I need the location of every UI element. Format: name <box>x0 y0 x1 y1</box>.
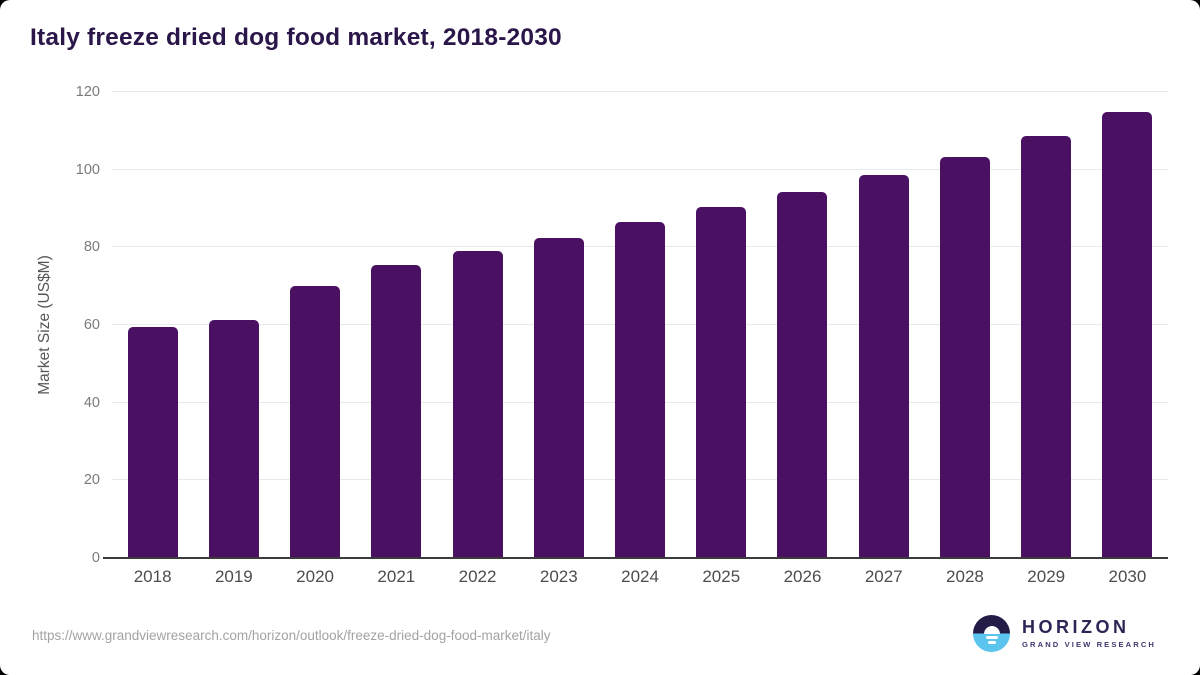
reflection-line-icon <box>987 641 996 644</box>
x-tick-2018: 2018 <box>133 567 172 586</box>
bar-2022[interactable] <box>452 250 503 558</box>
x-tick-labels: 2018 2019 2020 2021 2022 2023 2024 2025 2026 2027… <box>112 567 1168 587</box>
y-tick-80: 80 <box>83 239 100 256</box>
x-tick-2020: 2020 <box>296 567 334 586</box>
horizon-logo-icon <box>973 615 1011 652</box>
bar-slot-2021 <box>356 92 437 558</box>
bar-slot-2022 <box>437 92 518 558</box>
y-tick-0: 0 <box>91 550 100 566</box>
bar-slot-2020 <box>274 92 355 558</box>
source-url: https://www.grandviewresearch.com/horizo… <box>32 628 551 643</box>
y-axis-title-label: Market Size (US$M) <box>36 255 53 395</box>
bar-2028[interactable] <box>939 157 990 558</box>
x-tick-2026: 2026 <box>783 567 822 586</box>
bar-series <box>112 92 1168 558</box>
x-axis-line <box>103 557 1168 559</box>
bar-2025[interactable] <box>696 206 747 558</box>
x-tick-2030: 2030 <box>1108 567 1147 586</box>
y-tick-120: 120 <box>75 84 100 100</box>
x-tick-2021: 2021 <box>377 567 416 586</box>
x-tick-2028: 2028 <box>946 567 984 586</box>
horizon-logo: HORIZON GRAND VIEW RESEARCH <box>973 615 1156 652</box>
bar-slot-2018 <box>112 92 193 558</box>
x-tick-2027: 2027 <box>864 567 903 586</box>
bar-slot-2023 <box>518 92 599 558</box>
bar-slot-2026 <box>762 92 843 558</box>
x-tick-2029: 2029 <box>1027 567 1066 586</box>
y-axis-title: Market Size (US$M) <box>30 92 60 558</box>
bar-slot-2025 <box>681 92 762 558</box>
y-tick-60: 60 <box>83 317 100 333</box>
bar-slot-2029 <box>1006 92 1087 558</box>
logo-name: HORIZON <box>1022 617 1130 638</box>
x-tick-2022: 2022 <box>458 567 497 586</box>
bar-2019[interactable] <box>208 319 259 558</box>
bar-2030[interactable] <box>1102 111 1153 558</box>
gridline-120 <box>112 91 1168 92</box>
horizon-logo-text: HORIZON GRAND VIEW RESEARCH <box>1022 617 1156 649</box>
y-tick-40: 40 <box>83 394 100 411</box>
sun-icon <box>983 625 1000 634</box>
bar-slot-2024 <box>599 92 680 558</box>
x-tick-2019: 2019 <box>214 567 253 586</box>
bar-2026[interactable] <box>777 192 828 558</box>
x-tick-2023: 2023 <box>539 567 578 586</box>
x-tick-2025: 2025 <box>702 567 741 586</box>
plot-area: 0 20 40 60 80 100 120 <box>76 84 1168 566</box>
logo-tagline: GRAND VIEW RESEARCH <box>1022 639 1156 649</box>
y-tick-20: 20 <box>83 472 100 489</box>
gridline-100 <box>112 168 1168 170</box>
bar-2029[interactable] <box>1021 135 1072 558</box>
bar-2024[interactable] <box>615 222 666 558</box>
bar-2023[interactable] <box>533 238 584 558</box>
bar-2020[interactable] <box>290 285 341 558</box>
bar-slot-2028 <box>924 92 1005 558</box>
y-tick-100: 100 <box>75 161 100 178</box>
chart-title: Italy freeze dried dog food market, 2018… <box>30 24 562 51</box>
bar-slot-2019 <box>193 92 274 558</box>
x-tick-2024: 2024 <box>621 567 659 586</box>
bar-2027[interactable] <box>858 174 909 558</box>
bar-slot-2027 <box>843 92 924 558</box>
reflection-line-icon <box>985 636 998 639</box>
bar-2018[interactable] <box>127 326 178 558</box>
bar-2021[interactable] <box>371 264 422 558</box>
bar-slot-2030 <box>1087 92 1168 558</box>
